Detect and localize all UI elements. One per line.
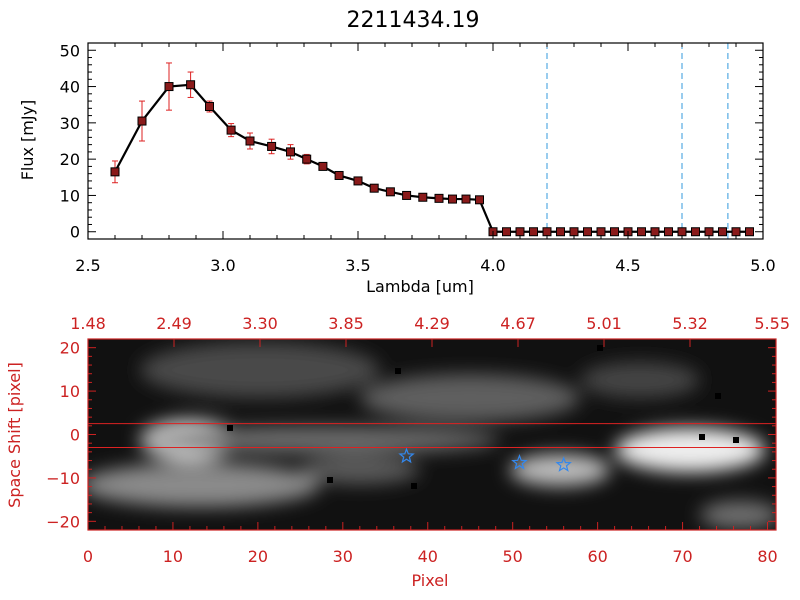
x-tick-label: 3.0 <box>210 256 235 275</box>
spectrogram-y-axis-label: Space Shift [pixel] <box>5 362 24 508</box>
data-point <box>267 141 277 151</box>
data-point <box>718 227 727 237</box>
x-tick-label: 5.0 <box>750 256 775 275</box>
spectrogram-x-ticks: 0 10 20 30 40 50 60 70 80 <box>83 522 778 566</box>
data-point <box>542 227 552 237</box>
spectrogram-top-ticks: 1.48 2.49 3.30 3.85 4.29 4.67 5.01 5.32 5.55 <box>70 314 790 347</box>
data-point <box>731 227 741 237</box>
spectrum-y-axis-label: Flux [mJy] <box>18 100 37 181</box>
image-speckles <box>227 345 739 489</box>
y-tick-label: 40 <box>60 78 80 97</box>
x-tick-label: 70 <box>672 547 692 566</box>
data-point <box>691 227 700 237</box>
data-point <box>402 190 412 200</box>
y-tick-label: 0 <box>70 426 80 445</box>
x-tick-label: 3.5 <box>345 256 370 275</box>
top-tick-label: 4.29 <box>414 314 450 333</box>
data-point <box>286 147 295 157</box>
y-tick-label: 10 <box>60 382 80 401</box>
x-tick-label: 50 <box>503 547 523 566</box>
spectrogram-y-ticks: −20 −10 0 10 20 <box>46 339 776 531</box>
top-tick-label: 3.30 <box>242 314 278 333</box>
y-tick-label: 0 <box>70 223 80 242</box>
data-point <box>637 227 646 237</box>
spectrogram-plot: 0 10 20 30 40 50 60 70 80 −20 −10 0 10 20 1.48 2.49 3.… <box>5 314 790 590</box>
data-point <box>556 227 565 237</box>
data-point <box>583 227 592 237</box>
y-tick-label: 20 <box>60 150 80 169</box>
data-point <box>164 82 174 92</box>
top-tick-label: 3.85 <box>328 314 364 333</box>
x-tick-label: 10 <box>163 547 183 566</box>
data-point <box>245 136 255 146</box>
spectrum-plot: 2.5 3.0 3.5 4.0 4.5 5.0 0 10 20 30 40 50 Lambda [u… <box>18 41 776 296</box>
chart-title: 2211434.19 <box>347 8 480 33</box>
data-point <box>226 125 236 135</box>
y-tick-label: 20 <box>60 339 80 358</box>
data-point <box>704 227 714 237</box>
data-point <box>137 116 147 126</box>
y-tick-label: 30 <box>60 114 80 133</box>
data-point <box>186 80 196 90</box>
data-point <box>369 183 379 193</box>
top-tick-label: 1.48 <box>70 314 106 333</box>
x-tick-label: 0 <box>83 547 93 566</box>
data-point <box>318 161 328 171</box>
x-tick-label: 4.0 <box>480 256 505 275</box>
data-point <box>434 193 444 203</box>
data-point <box>515 227 525 237</box>
star-marker <box>398 447 415 464</box>
image-blobs <box>88 342 776 529</box>
data-point <box>448 194 457 204</box>
data-point <box>529 227 538 237</box>
top-tick-label: 2.49 <box>156 314 192 333</box>
x-tick-label: 40 <box>418 547 438 566</box>
data-point <box>205 102 214 112</box>
data-point <box>302 154 312 164</box>
data-point <box>569 227 579 237</box>
spectrogram-x-axis-label: Pixel <box>411 571 448 590</box>
data-point <box>596 227 606 237</box>
spectrum-x-ticks: 2.5 3.0 3.5 4.0 4.5 5.0 <box>75 43 776 275</box>
top-tick-label: 5.32 <box>672 314 708 333</box>
data-point <box>745 227 754 237</box>
top-tick-label: 5.55 <box>754 314 790 333</box>
data-point <box>385 187 395 197</box>
spectrum-frame <box>87 42 764 240</box>
spectrogram-marks <box>88 423 776 472</box>
top-tick-label: 4.67 <box>500 314 536 333</box>
top-tick-label: 5.01 <box>586 314 622 333</box>
spectrum-x-axis-label: Lambda [um] <box>366 277 474 296</box>
data-point <box>677 227 687 237</box>
x-tick-label: 80 <box>757 547 777 566</box>
x-tick-label: 30 <box>333 547 353 566</box>
spectrum-marks <box>110 43 754 239</box>
star-marker <box>511 454 528 470</box>
x-tick-label: 20 <box>248 547 268 566</box>
spectrum-y-ticks: 0 10 20 30 40 50 <box>60 41 763 242</box>
data-point <box>418 192 428 202</box>
x-tick-label: 4.5 <box>615 256 640 275</box>
x-tick-label: 2.5 <box>75 256 100 275</box>
data-point <box>334 170 344 180</box>
data-point <box>610 227 619 237</box>
data-point <box>502 227 511 237</box>
data-point <box>650 227 660 237</box>
data-point <box>353 176 363 186</box>
data-point <box>110 167 120 177</box>
data-point <box>664 227 673 237</box>
x-tick-label: 60 <box>587 547 607 566</box>
y-tick-label: −10 <box>46 469 80 488</box>
y-tick-label: 50 <box>60 41 80 60</box>
spectrogram-image <box>88 339 776 530</box>
y-tick-label: −20 <box>46 512 80 531</box>
data-point <box>475 195 484 205</box>
star-marker <box>555 456 572 472</box>
y-tick-label: 10 <box>60 186 80 205</box>
data-point <box>461 194 471 204</box>
